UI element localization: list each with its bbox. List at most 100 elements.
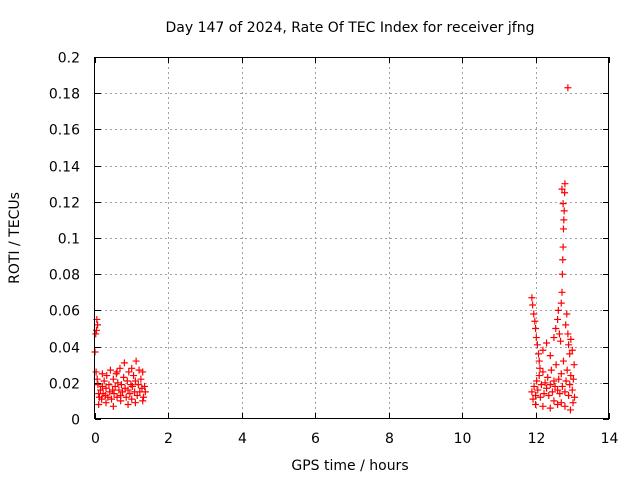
data-point [566, 381, 574, 389]
data-point [554, 306, 562, 314]
data-point [561, 180, 569, 188]
data-point [533, 377, 541, 385]
data-point [558, 185, 566, 193]
data-point [132, 357, 140, 365]
data-point [550, 377, 558, 385]
data-point [570, 393, 578, 401]
data-point [557, 399, 565, 407]
data-point [534, 386, 542, 394]
data-point [528, 294, 536, 302]
data-point [141, 382, 149, 390]
data-point [97, 386, 105, 394]
data-point [540, 390, 548, 398]
data-point [559, 357, 567, 365]
y-tick-label: 0.18 [49, 87, 80, 103]
data-point [555, 375, 563, 383]
grid [95, 57, 609, 419]
data-point [102, 384, 110, 392]
data-point [137, 375, 145, 383]
data-point [552, 361, 560, 369]
data-point [561, 189, 569, 197]
x-tick-label: 2 [164, 431, 173, 447]
data-point [564, 84, 572, 92]
data-point [558, 270, 566, 278]
data-point [559, 200, 567, 208]
data-point [545, 391, 553, 399]
y-tick-label: 0.14 [49, 160, 80, 176]
data-point [120, 373, 128, 381]
data-point [565, 341, 573, 349]
data-point [566, 406, 574, 414]
y-tick-label: 0.16 [49, 123, 80, 139]
data-point [541, 379, 549, 387]
data-point [555, 330, 563, 338]
y-tick-label: 0.2 [58, 51, 80, 67]
data-point [562, 321, 570, 329]
data-point [117, 397, 125, 405]
data-point [550, 397, 558, 405]
data-point [535, 350, 543, 358]
data-point [104, 393, 112, 401]
data-point [560, 216, 568, 224]
data-point [98, 370, 106, 378]
data-point [548, 388, 556, 396]
data-point [109, 375, 117, 383]
y-tick-label: 0.02 [49, 377, 80, 393]
data-point [561, 388, 569, 396]
data-point [125, 368, 133, 376]
data-point [546, 352, 554, 360]
data-point [569, 375, 577, 383]
data-point [114, 379, 122, 387]
data-point [92, 368, 100, 376]
data-point [551, 382, 559, 390]
data-point [568, 386, 576, 394]
data-point [139, 397, 147, 405]
data-point [110, 390, 118, 398]
data-point [559, 256, 567, 264]
data-point [123, 377, 131, 385]
data-point [550, 334, 558, 342]
x-tick-label: 8 [385, 431, 394, 447]
x-tick-label: 0 [91, 431, 100, 447]
data-point [528, 388, 536, 396]
data-point [103, 372, 111, 380]
data-point [119, 388, 127, 396]
data-point [128, 382, 136, 390]
data-point [131, 399, 139, 407]
data-point [141, 388, 149, 396]
data-point [124, 401, 132, 409]
data-point [532, 391, 540, 399]
data-point [554, 386, 562, 394]
data-point [113, 393, 121, 401]
y-tick-label: 0 [71, 413, 80, 429]
data-point [567, 372, 575, 380]
data-point [94, 381, 102, 389]
data-point [108, 395, 116, 403]
y-tick-label: 0.1 [58, 232, 80, 248]
data-point [94, 321, 102, 329]
data-point [98, 395, 106, 403]
data-point [130, 372, 138, 380]
data-point [105, 381, 113, 389]
data-point [98, 382, 106, 390]
x-tick-label: 14 [601, 431, 619, 447]
data-point [531, 317, 539, 325]
data-point [559, 243, 567, 251]
data-point [124, 386, 132, 394]
data-point [529, 301, 537, 309]
data-point [92, 330, 100, 338]
data-point [535, 357, 543, 365]
data-point [557, 370, 565, 378]
data-points [91, 84, 578, 414]
y-tick-label: 0.06 [49, 304, 80, 320]
data-point [139, 368, 147, 376]
data-point [529, 395, 537, 403]
data-point [546, 404, 554, 412]
x-axis-label: GPS time / hours [291, 458, 408, 474]
data-point [560, 207, 568, 215]
data-point [543, 339, 551, 347]
data-point [544, 373, 552, 381]
data-point [126, 390, 134, 398]
data-point [117, 381, 125, 389]
data-point [530, 310, 538, 318]
